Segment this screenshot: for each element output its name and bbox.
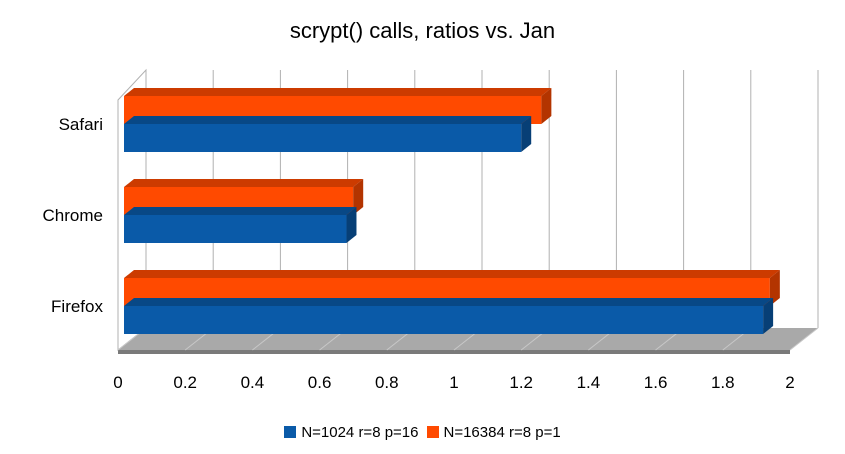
category-label: Chrome <box>43 206 103 225</box>
bar <box>124 116 532 152</box>
bar-end-face <box>521 116 532 152</box>
bar-front-face <box>124 215 347 243</box>
x-tick-label: 2 <box>785 373 794 392</box>
legend-swatch <box>284 426 297 438</box>
bar-end-face <box>769 270 780 306</box>
bars-layer <box>124 88 780 334</box>
legend-item: N=1024 r=8 p=16 <box>284 424 419 441</box>
legend-label: N=1024 r=8 p=16 <box>301 424 419 441</box>
bar-front-face <box>124 124 522 152</box>
legend: N=1024 r=8 p=16 N=16384 r=8 p=1 <box>0 424 845 441</box>
bar-top-face <box>124 207 357 215</box>
bar-end-face <box>541 88 552 124</box>
category-label: Safari <box>59 115 103 134</box>
chart-title: scrypt() calls, ratios vs. Jan <box>289 18 556 43</box>
bar-top-face <box>124 270 780 278</box>
labels-layer: 0 0.2 0.4 0.6 0.8 1 1.2 1.4 1.6 1.8 2 Firefox Chrome… <box>43 115 795 392</box>
x-tick-label: 1.4 <box>577 373 601 392</box>
bar-end-face <box>346 207 357 243</box>
legend-label: N=16384 r=8 p=1 <box>443 424 561 441</box>
bar-end-face <box>763 298 774 334</box>
x-tick-label: 1 <box>449 373 458 392</box>
x-tick-label: 0.2 <box>173 373 197 392</box>
x-tick-label: 1.8 <box>711 373 735 392</box>
bar <box>124 207 357 243</box>
category-label: Firefox <box>51 297 103 316</box>
x-tick-label: 0.8 <box>375 373 399 392</box>
bar-top-face <box>124 179 364 187</box>
x-tick-label: 0 <box>113 373 122 392</box>
bar-top-face <box>124 298 774 306</box>
floor-edge <box>118 350 790 354</box>
x-tick-label: 0.6 <box>308 373 332 392</box>
bar-top-face <box>124 116 532 124</box>
x-tick-label: 1.6 <box>644 373 668 392</box>
bar <box>124 298 774 334</box>
x-tick-label: 0.4 <box>241 373 265 392</box>
bar-front-face <box>124 306 764 334</box>
bar-top-face <box>124 88 552 96</box>
legend-item: N=16384 r=8 p=1 <box>426 424 561 441</box>
legend-swatch <box>426 426 439 438</box>
bar-end-face <box>353 179 364 215</box>
floor-gridline <box>789 327 819 351</box>
x-tick-label: 1.2 <box>509 373 533 392</box>
